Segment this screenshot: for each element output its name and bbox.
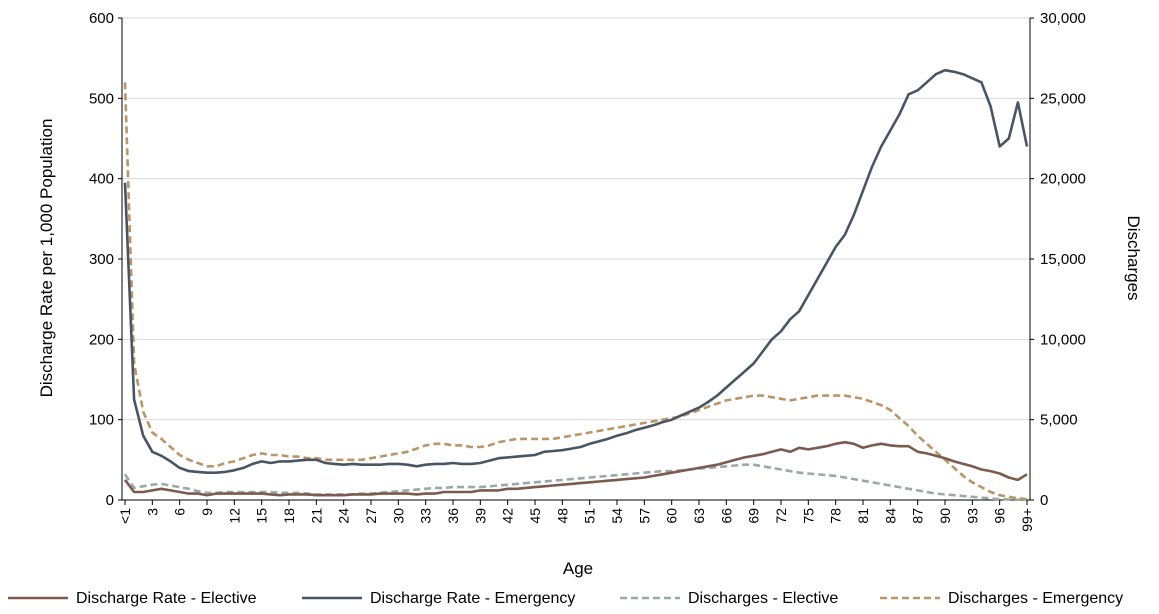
y-right-ticks: 0 5,000 10,000 15,000 20,000 25,000 30,000 (1030, 10, 1086, 509)
x-tick-label: 63 (691, 508, 707, 524)
x-tick-label: 48 (554, 508, 570, 524)
y-tick-label: 400 (89, 171, 114, 188)
x-tick-label: 3 (144, 508, 160, 516)
y-tick-label: 100 (89, 412, 114, 429)
x-tick-label: 18 (281, 508, 297, 524)
series-lines (123, 68, 1029, 502)
legend: Discharge Rate - Elective Discharge Rate … (8, 590, 1123, 607)
x-tick-label: 96 (992, 508, 1008, 524)
y2-tick-label: 15,000 (1040, 251, 1086, 268)
x-tick-label: 72 (773, 508, 789, 524)
x-tick-label: 57 (636, 508, 652, 524)
y-tick-label: 300 (89, 251, 114, 268)
series-line-discharges-emergency (123, 82, 1028, 501)
x-tick-label: 90 (937, 508, 953, 524)
series-line-discharge-rate-elective (123, 440, 1028, 497)
x-tick-label: 60 (664, 508, 680, 524)
x-tick-label: 69 (746, 508, 762, 524)
x-tick-label: 66 (718, 508, 734, 524)
y-tick-label: 200 (89, 331, 114, 348)
y-tick-label: 500 (89, 90, 114, 107)
x-tick-label: 12 (226, 508, 242, 524)
series-line-discharge-rate-emergency (123, 68, 1029, 475)
x-tick-label: 24 (336, 508, 352, 524)
series-line-discharges-elective (123, 463, 1028, 502)
x-tick-label: 33 (418, 508, 434, 524)
y-tick-label: 0 (106, 492, 114, 509)
x-tick-label: 78 (828, 508, 844, 524)
gridlines (122, 17, 1030, 421)
x-axis-title: Age (563, 559, 593, 578)
y-tick-label: 600 (89, 10, 114, 27)
x-tick-label: 9 (199, 508, 215, 516)
x-tick-label: 81 (855, 508, 871, 524)
x-tick-label: 51 (582, 508, 598, 524)
x-tick-label: 15 (254, 508, 270, 524)
legend-label: Discharge Rate - Emergency (370, 590, 575, 607)
x-tick-label: 27 (363, 508, 379, 524)
x-tick-label: 93 (964, 508, 980, 524)
x-tick-label: 21 (308, 508, 324, 524)
legend-label: Discharges - Elective (688, 590, 838, 607)
x-tick-label: 39 (472, 508, 488, 524)
x-tick-label: 45 (527, 508, 543, 524)
y2-tick-label: 5,000 (1040, 412, 1078, 429)
y2-axis-title: Discharges (1124, 215, 1143, 300)
legend-label: Discharge Rate - Elective (76, 590, 257, 607)
x-tick-label: 30 (390, 508, 406, 524)
x-tick-label: <1 (117, 508, 133, 524)
x-tick-label: 54 (609, 508, 625, 524)
y2-tick-label: 0 (1040, 492, 1048, 509)
legend-label: Discharges - Emergency (948, 590, 1123, 607)
y2-tick-label: 20,000 (1040, 171, 1086, 188)
x-tick-label: 99+ (1019, 508, 1035, 532)
x-tick-label: 84 (882, 508, 898, 524)
x-tick-label: 75 (800, 508, 816, 524)
x-ticks: <1 3 6 9 12 15 18 21 24 27 30 33 36 39 42 45 48 51 54 57 60 6… (117, 500, 1035, 532)
y-left-ticks: 0 100 200 300 400 500 600 (89, 10, 122, 509)
y-axis-title: Discharge Rate per 1,000 Population (37, 119, 56, 398)
x-tick-label: 42 (500, 508, 516, 524)
x-tick-label: 6 (172, 508, 188, 516)
x-tick-label: 36 (445, 508, 461, 524)
y2-tick-label: 25,000 (1040, 90, 1086, 107)
y2-tick-label: 10,000 (1040, 331, 1086, 348)
y2-tick-label: 30,000 (1040, 10, 1086, 27)
x-tick-label: 87 (910, 508, 926, 524)
